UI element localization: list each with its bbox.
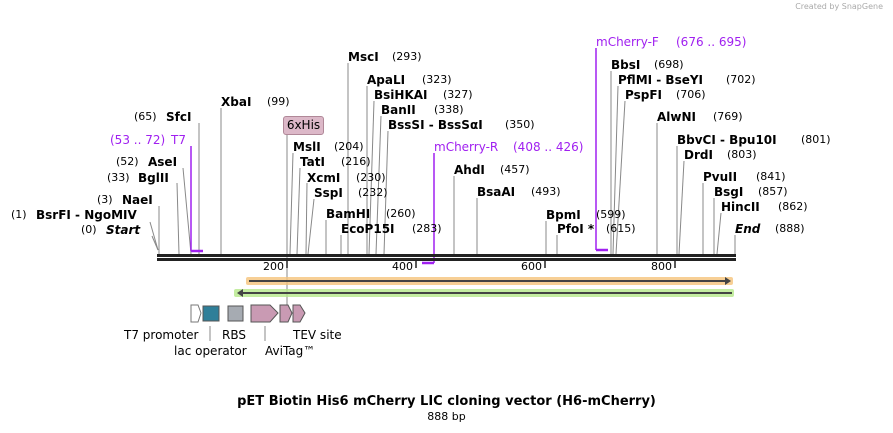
primer-mcherry-f[interactable]: mCherry-F (596, 35, 659, 49)
site-bglii[interactable]: BglII (138, 171, 169, 185)
site-bbsi[interactable]: BbsI (611, 58, 641, 72)
site-pos: (232) (358, 186, 388, 199)
site-alwni[interactable]: AlwNI (657, 110, 696, 124)
site-start[interactable]: Start (106, 223, 141, 237)
site-asei[interactable]: AseI (148, 155, 178, 169)
site-pos: (769) (713, 110, 743, 123)
ruler-label: 200 (263, 260, 284, 273)
rbs-box (227, 305, 244, 322)
backbone (157, 254, 736, 268)
site-pos: (204) (334, 140, 364, 153)
6xhis-tag-label[interactable]: 6xHis (283, 116, 324, 135)
snapgene-credit: Created by SnapGene (795, 2, 883, 11)
feature-rbs[interactable]: RBS (222, 328, 246, 342)
site-naei[interactable]: NaeI (122, 193, 153, 207)
primer-lines (190, 48, 608, 265)
t7-promoter-arrow (190, 304, 202, 323)
ruler-label: 600 (521, 260, 542, 273)
site-pvuii[interactable]: PvuII (703, 170, 738, 184)
site-pos: (293) (392, 50, 422, 63)
primer-range: (676 .. 695) (676, 35, 747, 49)
site-bsrfi-ngomiv[interactable]: BsrFI - NgoMIV (36, 208, 137, 222)
site-pos: (841) (756, 170, 786, 183)
site-pos: (260) (386, 207, 416, 220)
site-pos: (801) (801, 133, 831, 146)
site-pos: (615) (606, 222, 636, 235)
primer-range: (408 .. 426) (513, 140, 584, 154)
feature-shapes (190, 304, 306, 341)
tev-arrow (292, 304, 306, 323)
site-pos: (599) (596, 208, 626, 221)
site-drdi[interactable]: DrdI (684, 148, 713, 162)
site-msli[interactable]: MslI (293, 140, 321, 154)
lac-operator-box (202, 305, 220, 322)
site-pos: (323) (422, 73, 452, 86)
primer-range: (53 .. 72) (110, 133, 166, 147)
sequence-length: 888 bp (427, 410, 466, 423)
avitag-arrow (250, 304, 279, 323)
site-pos: (327) (443, 88, 473, 101)
site-ahdi[interactable]: AhdI (454, 163, 485, 177)
site-banii[interactable]: BanII (381, 103, 416, 117)
site-msci[interactable]: MscI (348, 50, 379, 64)
site-pos: (702) (726, 73, 756, 86)
site-pos: (350) (505, 118, 535, 131)
site-tati[interactable]: TatI (300, 155, 325, 169)
site-pos: (216) (341, 155, 371, 168)
map-title: pET Biotin His6 mCherry LIC cloning vect… (237, 394, 656, 409)
site-xbai[interactable]: XbaI (221, 95, 252, 109)
site-hincii[interactable]: HincII (721, 200, 760, 214)
his-arrow (279, 304, 293, 323)
site-lines (149, 63, 736, 322)
site-bamhi[interactable]: BamHI (326, 207, 371, 221)
site-pos: (3) (97, 193, 113, 206)
primer-mcherry-r[interactable]: mCherry-R (434, 140, 499, 154)
site-bbvci-bpu10i[interactable]: BbvCI - Bpu10I (677, 133, 777, 147)
site-xcmi[interactable]: XcmI (307, 171, 341, 185)
site-sspi[interactable]: SspI (314, 186, 343, 200)
site-pos: (862) (778, 200, 808, 213)
site-sfci[interactable]: SfcI (166, 110, 192, 124)
ruler-label: 800 (651, 260, 672, 273)
site-pos: (803) (727, 148, 757, 161)
site-pfoi[interactable]: PfoI * (557, 222, 595, 236)
site-pspfi[interactable]: PspFI (625, 88, 662, 102)
site-pos: (283) (412, 222, 442, 235)
site-pos: (33) (107, 171, 130, 184)
site-pos: (493) (531, 185, 561, 198)
site-ecop15i[interactable]: EcoP15I (341, 222, 395, 236)
site-pos: (706) (676, 88, 706, 101)
ruler-label: 400 (392, 260, 413, 273)
site-pos: (1) (11, 208, 27, 221)
feature-tev-site[interactable]: TEV site (293, 328, 342, 342)
site-bsaai[interactable]: BsaAI (477, 185, 516, 199)
feature-avitag[interactable]: AviTag™ (265, 344, 316, 358)
site-pos: (99) (267, 95, 290, 108)
feature-lac-operator[interactable]: lac operator (174, 344, 247, 358)
feature-t7-promoter[interactable]: T7 promoter (124, 328, 199, 342)
site-pos: (0) (81, 223, 97, 236)
site-pos: (698) (654, 58, 684, 71)
site-apali[interactable]: ApaLI (367, 73, 406, 87)
orf-forward-arrow (246, 277, 733, 285)
site-bsihkai[interactable]: BsiHKAI (374, 88, 428, 102)
site-pos: (52) (116, 155, 139, 168)
site-pos: (457) (500, 163, 530, 176)
site-pos: (888) (775, 222, 805, 235)
site-pos: (338) (434, 103, 464, 116)
site-pos: (230) (356, 171, 386, 184)
site-pos: (65) (134, 110, 157, 123)
site-pflmi-bseyi[interactable]: PflMI - BseYI (618, 73, 704, 87)
primer-t7[interactable]: T7 (171, 133, 186, 147)
orf-reverse-arrow (234, 289, 734, 297)
site-bsssi[interactable]: BssSI - BssSαI (388, 118, 483, 132)
site-end[interactable]: End (735, 222, 761, 236)
site-pos: (857) (758, 185, 788, 198)
site-bpmi[interactable]: BpmI (546, 208, 581, 222)
site-bsgi[interactable]: BsgI (714, 185, 744, 199)
